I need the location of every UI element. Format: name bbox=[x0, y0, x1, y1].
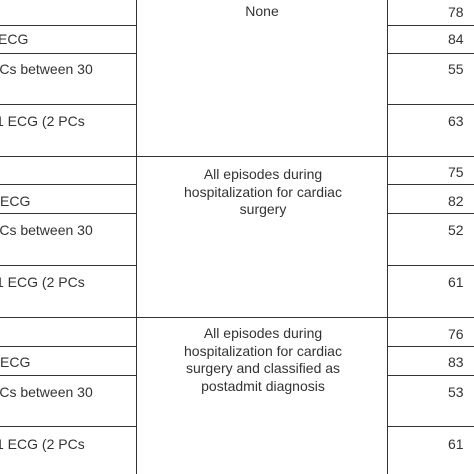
row-border bbox=[0, 375, 137, 376]
value-cell: 53 bbox=[448, 384, 464, 400]
row-border bbox=[0, 104, 137, 105]
column-divider-left bbox=[136, 0, 137, 474]
value-cell: 76 bbox=[448, 326, 464, 342]
value-cell: 61 bbox=[448, 436, 464, 452]
value-cell: 55 bbox=[448, 61, 464, 77]
row-border bbox=[387, 53, 474, 54]
value-cell: 83 bbox=[448, 354, 464, 370]
row-border bbox=[387, 25, 474, 26]
definition-cell: ECG bbox=[0, 31, 29, 47]
row-border bbox=[387, 184, 474, 185]
definition-cell: PCs between 30 bbox=[0, 384, 93, 400]
row-border bbox=[387, 104, 474, 105]
value-cell: 75 bbox=[448, 164, 464, 180]
group-border bbox=[0, 156, 474, 157]
criterion-cell: None bbox=[245, 3, 279, 19]
row-border bbox=[0, 265, 137, 266]
definition-cell: ECG bbox=[0, 354, 31, 370]
row-border bbox=[0, 25, 137, 26]
definition-cell: 1 ECG (2 PCs bbox=[0, 436, 85, 452]
row-border bbox=[387, 213, 474, 214]
value-cell: 52 bbox=[448, 222, 464, 238]
row-border bbox=[387, 426, 474, 427]
row-border bbox=[0, 184, 137, 185]
group-border bbox=[0, 317, 474, 318]
definition-cell: PCs between 30 bbox=[0, 61, 93, 77]
criterion-cell: All episodes during hospitalization for … bbox=[184, 166, 342, 217]
value-cell: 84 bbox=[448, 31, 464, 47]
criterion-cell: All episodes during hospitalization for … bbox=[184, 325, 342, 394]
row-border bbox=[0, 53, 137, 54]
row-border bbox=[0, 213, 137, 214]
row-border bbox=[0, 426, 137, 427]
definition-cell: PCs between 30 bbox=[0, 222, 93, 238]
definition-cell: 1 ECG (2 PCs bbox=[0, 274, 85, 290]
definition-cell: 1 ECG (2 PCs bbox=[0, 113, 85, 129]
row-border bbox=[0, 346, 137, 347]
column-divider-right bbox=[387, 0, 388, 474]
value-cell: 82 bbox=[448, 193, 464, 209]
definition-cell: ECG bbox=[0, 193, 31, 209]
row-border bbox=[387, 265, 474, 266]
value-cell: 61 bbox=[448, 274, 464, 290]
value-cell: 63 bbox=[448, 113, 464, 129]
row-border bbox=[387, 346, 474, 347]
row-border bbox=[387, 375, 474, 376]
value-cell: 78 bbox=[448, 4, 464, 20]
